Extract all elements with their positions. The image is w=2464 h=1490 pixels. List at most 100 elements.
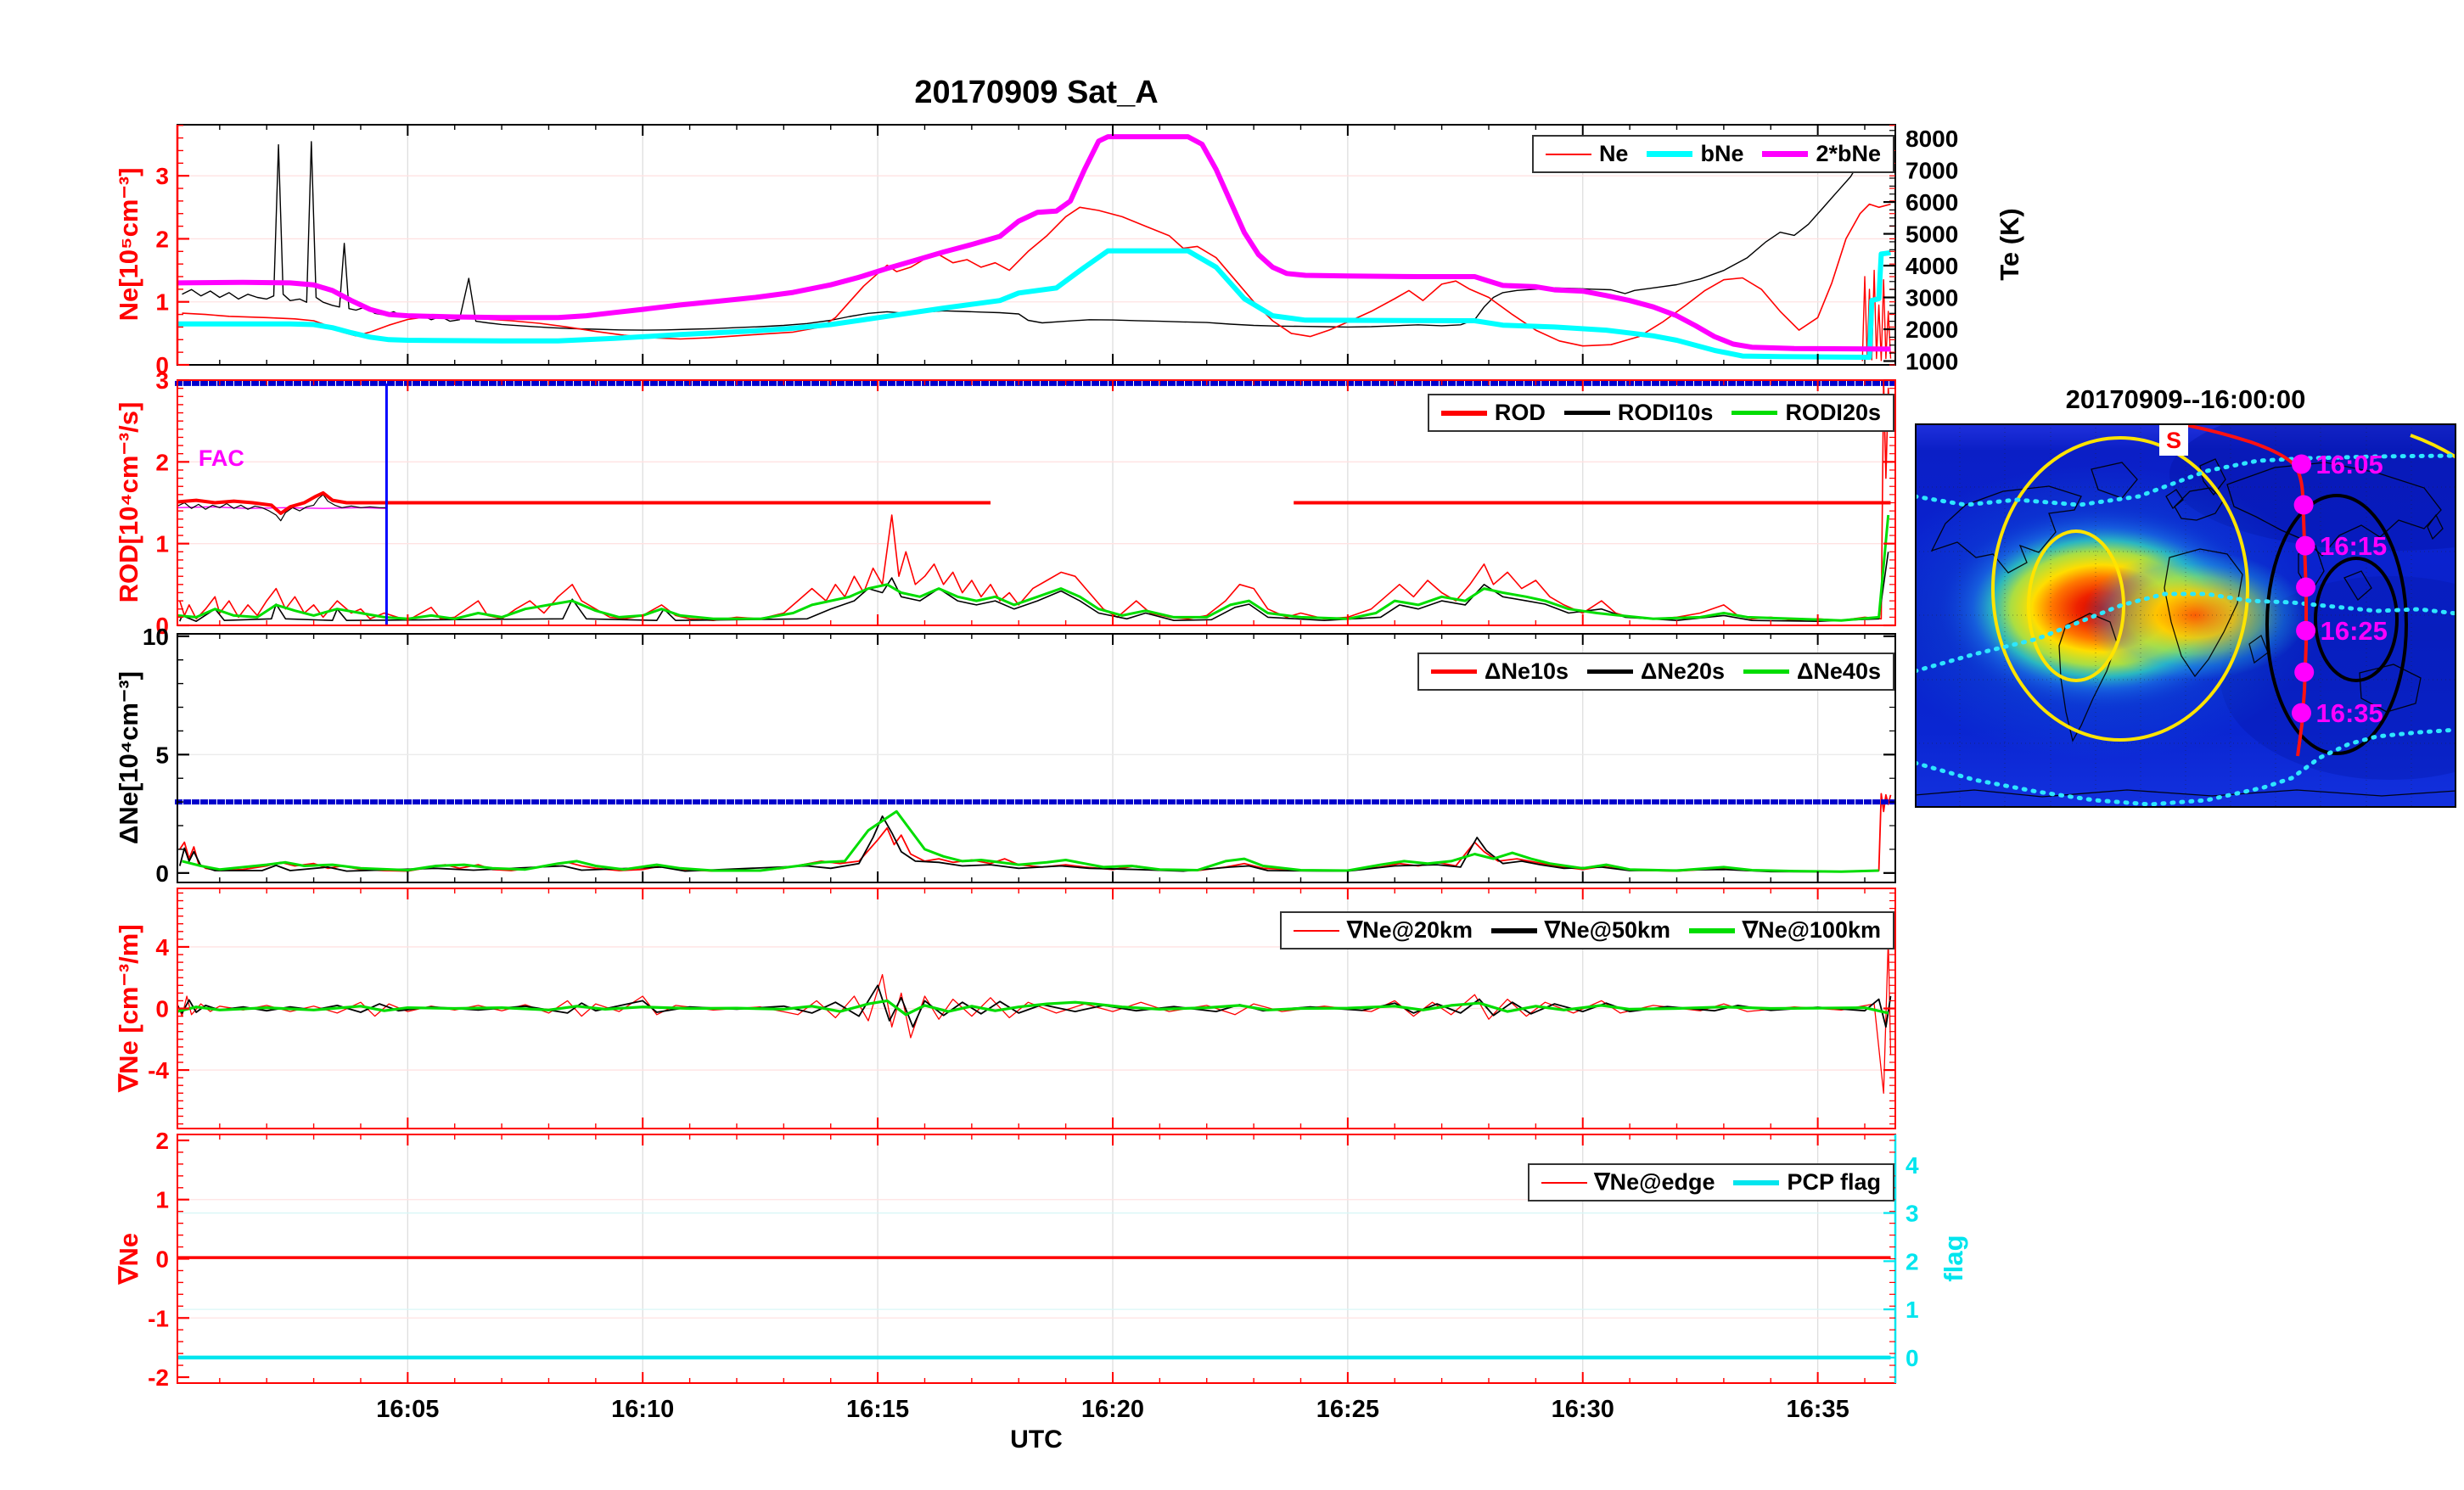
legend-line-sample (1733, 1179, 1780, 1185)
xtick-label: 16:15 (846, 1396, 909, 1423)
map-cyan-boundaries (1915, 453, 2456, 807)
legend-line-sample (1743, 669, 1790, 674)
ytick-label: 4 (155, 934, 169, 961)
rod-axis-label: ROD[10⁴cm⁻³/s] (114, 401, 143, 603)
ytick-label: 1 (155, 289, 169, 316)
ytick-label: 10 (143, 624, 169, 650)
right-ytick-label: 7000 (1906, 158, 1958, 184)
legend-line-sample (1689, 927, 1736, 933)
legend-entry: Ne (1545, 141, 1629, 167)
right-ytick-label: 1000 (1906, 349, 1958, 375)
ytick-label: 0 (155, 613, 169, 639)
legend-delta-ne: ΔNe10s ΔNe20s ΔNe40s (1417, 653, 1894, 691)
ytick-label: -4 (148, 1057, 169, 1084)
s-marker-box (2159, 423, 2188, 456)
legend-line-sample (1732, 411, 1778, 415)
legend-entry: RODI10s (1563, 400, 1714, 426)
legend-line-sample (1541, 1181, 1587, 1184)
series-rodi20s (177, 514, 1890, 622)
delta-ne-axis-label: ΔNe[10⁴cm⁻³] (114, 671, 143, 844)
legend-label: RODI10s (1617, 400, 1714, 425)
ytick-label: 5 (155, 742, 169, 768)
figure-title: 20170909 Sat_A (914, 75, 1159, 110)
legend-entry: ∇Ne@50km (1491, 917, 1670, 944)
legend-entry: ∇Ne@20km (1294, 917, 1473, 944)
map-black-contours (2265, 494, 2408, 755)
xtick-label: 16:10 (611, 1396, 674, 1423)
legend-entry: 2*bNe (1762, 141, 1881, 167)
satellite-time-label: 16:05 (2316, 450, 2383, 479)
legend-label: ROD (1494, 400, 1546, 425)
right-ytick-label: 4000 (1906, 253, 1958, 279)
legend-label: ∇Ne@50km (1545, 917, 1671, 943)
satellite-dot (2296, 620, 2316, 641)
edge-axis-label: ∇Ne (114, 1232, 143, 1285)
legend-label: ΔNe10s (1485, 658, 1569, 684)
legend-label: PCP flag (1787, 1169, 1881, 1195)
legend-line-sample (1762, 151, 1809, 157)
series-dne20s (178, 815, 1879, 873)
legend-label: Ne (1598, 141, 1629, 166)
xtick-label: 16:20 (1081, 1396, 1144, 1423)
legend-edge-flag: ∇Ne@edge PCP flag (1527, 1163, 1894, 1202)
legend-line-sample (1545, 153, 1591, 155)
legend-ne: Ne bNe 2*bNe (1531, 135, 1894, 173)
s-marker-label: S (2166, 428, 2181, 453)
xtick-label: 16:35 (1787, 1396, 1849, 1423)
legend-entry: PCP flag (1733, 1169, 1881, 1196)
legend-entry: ΔNe40s (1743, 658, 1881, 685)
legend-entry: ∇Ne@edge (1541, 1169, 1715, 1196)
xtick-label: 16:05 (376, 1396, 439, 1423)
satellite-dot (2294, 662, 2315, 682)
series-rodi10s-left (177, 494, 387, 522)
te-axis-label: Te (K) (1995, 208, 2024, 281)
right-ytick-label: 5000 (1906, 221, 1958, 248)
legend-entry: bNe (1647, 141, 1743, 167)
series-2bne (177, 134, 1891, 352)
satellite-time-label: 16:15 (2320, 531, 2387, 561)
ytick-label: 2 (155, 1128, 169, 1154)
satellite-dot (2292, 454, 2311, 474)
legend-label: 2*bNe (1816, 141, 1881, 166)
legend-label: ∇Ne@100km (1743, 917, 1881, 943)
right-ytick-label: 2000 (1906, 316, 1958, 343)
satellite-dot (2296, 577, 2316, 597)
right-ytick-label: 0 (1906, 1345, 1919, 1371)
legend-grad-ne: ∇Ne@20km ∇Ne@50km ∇Ne@100km (1280, 911, 1894, 949)
x-axis-label: UTC (1010, 1426, 1063, 1454)
ytick-label: 0 (155, 352, 169, 378)
legend-rod: ROD RODI10s RODI20s (1427, 394, 1894, 432)
ytick-label: 2 (155, 449, 169, 475)
ytick-label: 3 (155, 367, 169, 394)
series-rodi10s-bumps (179, 552, 1889, 623)
series-bne (177, 248, 1891, 361)
ytick-label: 1 (155, 531, 169, 557)
map-coastlines (1915, 458, 2456, 798)
legend-label: ΔNe40s (1797, 658, 1881, 684)
legend-entry: ∇Ne@100km (1689, 917, 1881, 944)
ytick-label: 0 (155, 996, 169, 1022)
right-ytick-label: 2 (1906, 1248, 1919, 1274)
map-yellow-contours (1991, 434, 2456, 742)
legend-entry: ΔNe20s (1587, 658, 1725, 685)
xtick-label: 16:25 (1316, 1396, 1379, 1423)
map-frame (1915, 423, 2456, 808)
series-rod-flat-left (177, 490, 991, 515)
series-dne40s (182, 809, 1879, 873)
legend-entry: RODI20s (1732, 400, 1881, 426)
map-title: 20170909--16:00:00 (2065, 384, 2306, 414)
satellite-dot (2295, 535, 2315, 556)
legend-label: ∇Ne@edge (1594, 1169, 1715, 1195)
right-ytick-label: 6000 (1906, 189, 1958, 216)
ytick-label: 2 (155, 226, 169, 252)
legend-label: RODI20s (1785, 400, 1881, 425)
map-graticule (1915, 423, 2456, 808)
legend-entry: ROD (1440, 400, 1546, 426)
grad-ne-axis-label: ∇Ne [cm⁻³/m] (114, 924, 143, 1092)
legend-line-sample (1587, 669, 1634, 674)
legend-line-sample (1563, 411, 1610, 415)
series-grad100km (177, 999, 1889, 1017)
legend-label: ∇Ne@20km (1347, 917, 1473, 943)
right-ytick-label: 3 (1906, 1201, 1919, 1227)
legend-label: ΔNe20s (1641, 658, 1726, 684)
